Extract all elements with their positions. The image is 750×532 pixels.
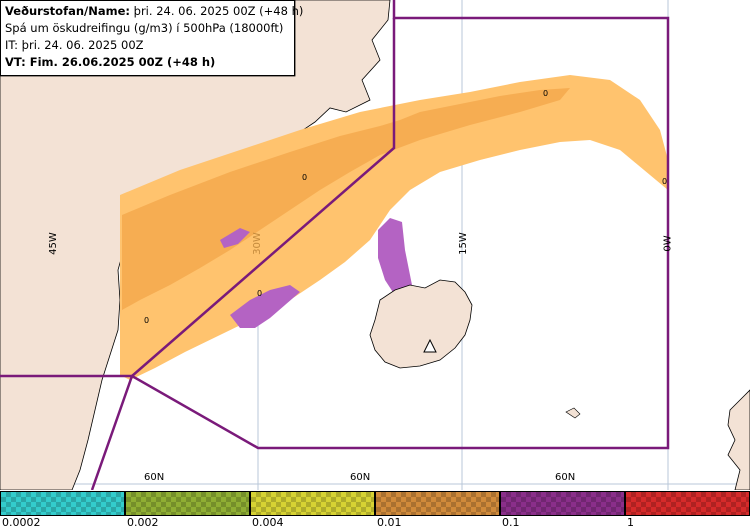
ash-dispersion-map: 0 0 0 0 0	[0, 0, 750, 490]
product-description: Spá um öskudreifingu (g/m3) í 500hPa (18…	[5, 21, 284, 35]
colorbar-segment	[125, 491, 250, 516]
lat-label: 60N	[555, 472, 576, 483]
colorbar-tick-label: 0.0002	[2, 516, 41, 529]
ash-streak-heavy	[220, 228, 250, 248]
contour-label: 0	[144, 316, 149, 325]
colorbar-segment	[375, 491, 500, 516]
concentration-colorbar	[0, 491, 750, 516]
ash-cloud-medium	[122, 88, 570, 310]
colorbar-tick-label: 1	[627, 516, 634, 529]
colorbar-tick-label: 0.002	[127, 516, 159, 529]
contour-labels: 0 0 0 0 0	[144, 89, 667, 325]
colorbar-segment	[250, 491, 375, 516]
colorbar-segment	[0, 491, 125, 516]
contour-label: 0	[543, 89, 548, 98]
forecast-info-box: Veðurstofan/Name: þri. 24. 06. 2025 00Z …	[0, 0, 303, 76]
lon-label: 15W	[457, 232, 469, 255]
contour-label: 0	[662, 177, 667, 186]
faroe-islands	[565, 407, 581, 419]
lon-label: 30W	[251, 232, 263, 255]
issuer-value: þri. 24. 06. 2025 00Z (+48 h)	[130, 4, 304, 18]
volcano-icon	[423, 338, 437, 353]
colorbar-ticks: 0.0002 0.002 0.004 0.01 0.1 1	[0, 515, 750, 532]
valid-time: VT: Fim. 26.06.2025 00Z (+48 h)	[5, 55, 216, 69]
svalbard-island	[727, 389, 750, 490]
contour-label: 0	[302, 173, 307, 182]
colorbar-segment	[500, 491, 625, 516]
colorbar-tick-label: 0.01	[377, 516, 402, 529]
fir-boundary	[0, 0, 670, 490]
contour-label: 0	[257, 289, 262, 298]
ash-patch-heavy	[230, 285, 300, 328]
colorbar-tick-label: 0.1	[502, 516, 520, 529]
lat-label: 60N	[144, 472, 165, 483]
colorbar-tick-label: 0.004	[252, 516, 284, 529]
lon-label: 0W	[662, 235, 674, 252]
initial-time: IT: þri. 24. 06. 2025 00Z	[5, 38, 144, 52]
lon-label: 45W	[47, 232, 59, 255]
issuer-label: Veðurstofan/Name:	[5, 4, 130, 18]
colorbar-segment	[625, 491, 750, 516]
iceland-landmass	[369, 279, 473, 369]
lat-label: 60N	[350, 472, 371, 483]
issuer-line: Veðurstofan/Name: þri. 24. 06. 2025 00Z …	[5, 3, 303, 20]
